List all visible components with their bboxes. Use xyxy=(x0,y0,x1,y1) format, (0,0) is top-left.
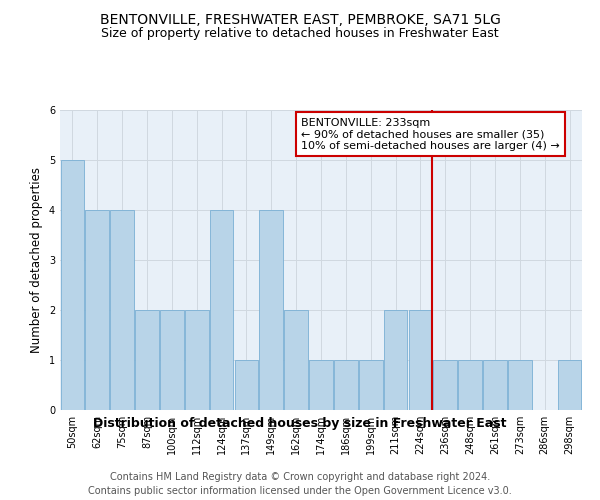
Bar xyxy=(359,360,383,410)
Bar xyxy=(508,360,532,410)
Bar xyxy=(409,310,432,410)
Bar xyxy=(210,210,233,410)
Bar xyxy=(135,310,159,410)
Bar xyxy=(235,360,258,410)
Text: BENTONVILLE, FRESHWATER EAST, PEMBROKE, SA71 5LG: BENTONVILLE, FRESHWATER EAST, PEMBROKE, … xyxy=(100,12,500,26)
Bar xyxy=(309,360,333,410)
Bar xyxy=(85,210,109,410)
Bar xyxy=(558,360,581,410)
Bar xyxy=(384,310,407,410)
Bar xyxy=(284,310,308,410)
Bar xyxy=(185,310,209,410)
Bar xyxy=(334,360,358,410)
Bar xyxy=(110,210,134,410)
Text: Distribution of detached houses by size in Freshwater East: Distribution of detached houses by size … xyxy=(93,418,507,430)
Text: Contains HM Land Registry data © Crown copyright and database right 2024.
Contai: Contains HM Land Registry data © Crown c… xyxy=(88,472,512,496)
Y-axis label: Number of detached properties: Number of detached properties xyxy=(31,167,43,353)
Text: Size of property relative to detached houses in Freshwater East: Size of property relative to detached ho… xyxy=(101,28,499,40)
Text: BENTONVILLE: 233sqm
← 90% of detached houses are smaller (35)
10% of semi-detach: BENTONVILLE: 233sqm ← 90% of detached ho… xyxy=(301,118,560,150)
Bar xyxy=(458,360,482,410)
Bar xyxy=(259,210,283,410)
Bar xyxy=(160,310,184,410)
Bar xyxy=(61,160,84,410)
Bar xyxy=(433,360,457,410)
Bar xyxy=(483,360,507,410)
